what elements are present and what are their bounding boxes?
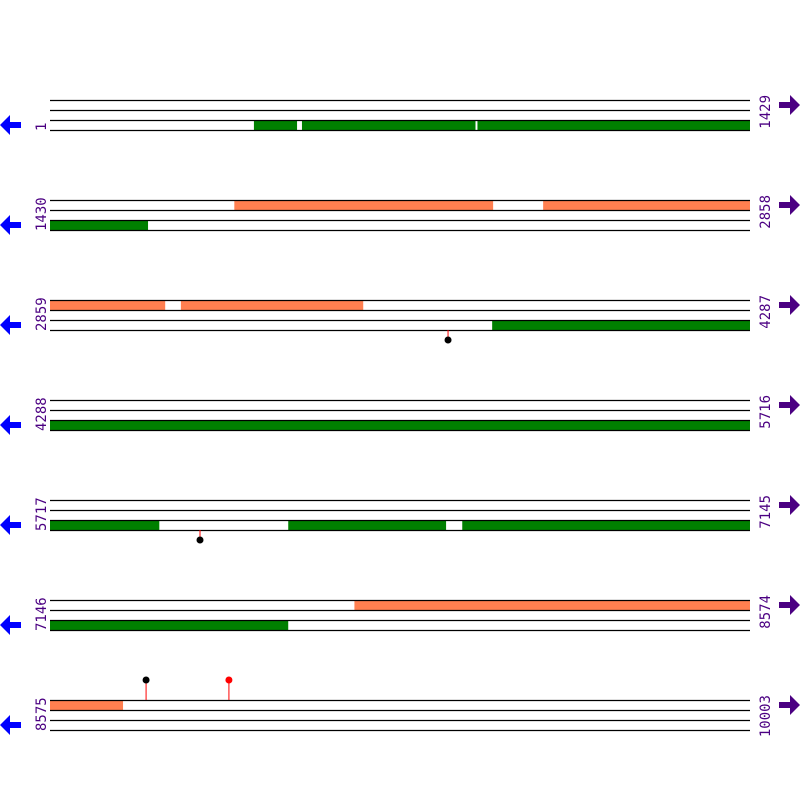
sequence-row: 7146 8574 [0,595,800,635]
forward-orf [180,300,364,310]
row-start-label: 4288 [34,397,50,431]
arrow-right-icon[interactable] [779,295,800,315]
sequence-row: 1430 2858 [0,195,800,235]
row-start-label: 8575 [34,697,50,731]
reverse-orf [288,520,447,530]
sequence-row: 1 1429 [0,95,800,135]
sequence-row: 4288 5716 [0,395,800,435]
arrow-left-icon[interactable] [0,615,21,635]
sequence-row: 2859 4287 [0,295,800,344]
arrow-left-icon[interactable] [0,415,21,435]
forward-orf [50,700,124,710]
marker-dot [225,676,233,684]
arrow-right-icon[interactable] [779,595,800,615]
arrow-right-icon[interactable] [779,195,800,215]
reverse-orf [50,220,149,230]
marker-dot [444,336,452,344]
forward-orf [50,300,166,310]
reverse-orf [50,520,160,530]
reverse-orf [50,420,750,430]
arrow-left-icon[interactable] [0,515,21,535]
forward-orf [354,600,750,610]
arrow-right-icon[interactable] [779,95,800,115]
reverse-orf [477,120,750,130]
row-start-label: 1 [34,123,50,131]
arrow-left-icon[interactable] [0,215,21,235]
reverse-orf [462,520,750,530]
row-start-label: 1430 [34,197,50,231]
forward-orf [543,200,750,210]
row-start-label: 5717 [34,497,50,531]
row-end-label: 5716 [758,395,774,429]
row-end-label: 2858 [758,195,774,229]
reverse-orf [492,320,750,330]
arrow-right-icon[interactable] [779,395,800,415]
row-end-label: 7145 [758,495,774,529]
reverse-orf [50,620,289,630]
sequence-row: 8575 10003 [0,676,800,737]
row-end-label: 10003 [758,695,774,737]
reverse-orf [301,120,476,130]
arrow-right-icon[interactable] [779,695,800,715]
sequence-row: 5717 7145 [0,495,800,544]
row-end-label: 1429 [758,95,774,129]
arrow-left-icon[interactable] [0,315,21,335]
arrow-right-icon[interactable] [779,495,800,515]
marker-dot [142,676,150,684]
forward-orf [234,200,494,210]
row-end-label: 4287 [758,295,774,329]
row-start-label: 2859 [34,297,50,331]
row-end-label: 8574 [758,595,774,629]
arrow-left-icon[interactable] [0,715,21,735]
marker-dot [196,536,204,544]
row-start-label: 7146 [34,597,50,631]
arrow-left-icon[interactable] [0,115,21,135]
reverse-orf [253,120,298,130]
